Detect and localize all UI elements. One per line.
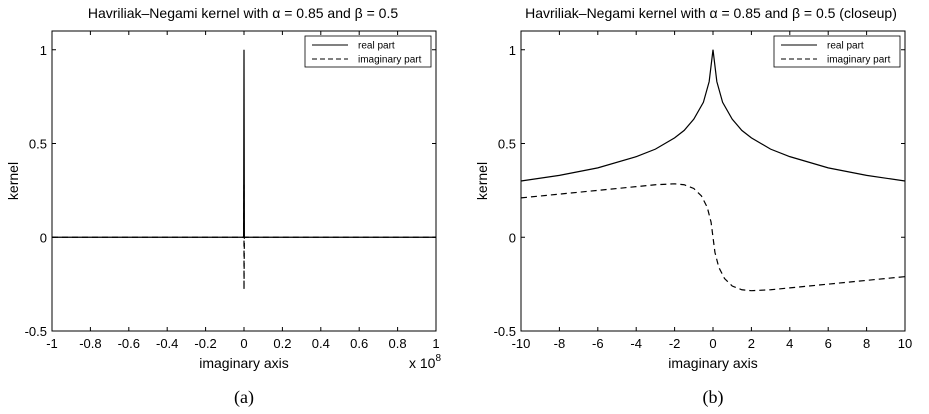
tick-layer: -1 -0.8 -0.6 -0.4 -0.2 0 0.2 0.4 0.6 0.8 1 -0.5 0 0.5… <box>25 31 440 351</box>
legend: real part imaginary part <box>304 35 432 68</box>
x-tick-label: 0.8 <box>389 336 407 351</box>
x-multiplier-exponent: 8 <box>435 353 441 364</box>
chart-title: Havriliak–Negami kernel with α = 0.85 an… <box>525 5 897 21</box>
x-tick-label: -0.6 <box>118 336 140 351</box>
x-tick-label: -0.2 <box>194 336 216 351</box>
x-tick-label: -6 <box>592 336 604 351</box>
y-tick-label: -0.5 <box>25 324 47 339</box>
x-tick-label: 0 <box>240 336 247 351</box>
series-line-real-part <box>52 49 436 238</box>
x-tick-label: 0.6 <box>350 336 368 351</box>
plot-frame <box>520 30 906 332</box>
x-multiplier-base: x 10 <box>409 355 436 371</box>
tick-layer: -10 -8 -6 -4 -2 0 2 4 6 8 10 -0.5 0 0.5 1 <box>494 31 912 351</box>
x-tick-label: -10 <box>512 336 531 351</box>
x-axis-multiplier: x 108 <box>409 353 441 371</box>
y-tick-label: 1 <box>40 43 47 58</box>
legend-label-real: real part <box>358 41 395 52</box>
panel-caption: (b) <box>703 387 724 408</box>
x-tick-label: -4 <box>630 336 642 351</box>
x-tick-label: -8 <box>554 336 566 351</box>
y-tick-label: 0 <box>40 230 47 245</box>
legend-box <box>773 35 901 68</box>
x-tick-label: 6 <box>825 336 832 351</box>
x-tick-label: 0.2 <box>273 336 291 351</box>
legend: real part imaginary part <box>773 35 901 68</box>
x-axis-label: imaginary axis <box>668 355 757 371</box>
x-tick-label: -2 <box>669 336 681 351</box>
chart-title: Havriliak–Negami kernel with α = 0.85 an… <box>88 5 399 21</box>
y-axis-label: kernel <box>5 162 21 200</box>
series-layer <box>520 49 906 292</box>
x-tick-label: 1 <box>432 336 439 351</box>
panel-caption: (a) <box>234 387 254 408</box>
series-line-imaginary-part <box>52 184 436 290</box>
x-axis-label: imaginary axis <box>199 355 288 371</box>
x-tick-label: 4 <box>786 336 793 351</box>
x-tick-label: 8 <box>863 336 870 351</box>
legend-label-imag: imaginary part <box>827 55 891 66</box>
legend-label-real: real part <box>827 41 864 52</box>
panel-b: Havriliak–Negami kernel with α = 0.85 an… <box>474 5 912 408</box>
y-tick-label: 0.5 <box>29 137 47 152</box>
y-tick-label: 0.5 <box>498 137 516 152</box>
y-tick-label: 1 <box>509 43 516 58</box>
series-line-real-part <box>520 49 906 182</box>
y-axis-label: kernel <box>474 162 490 200</box>
panel-a: Havriliak–Negami kernel with α = 0.85 an… <box>5 5 441 408</box>
series-layer <box>52 49 436 290</box>
legend-box <box>304 35 432 68</box>
x-tick-label: 10 <box>898 336 912 351</box>
x-tick-label: 0.4 <box>312 336 330 351</box>
y-tick-label: 0 <box>509 230 516 245</box>
x-tick-label: 2 <box>748 336 755 351</box>
legend-label-imag: imaginary part <box>358 55 422 66</box>
x-tick-label: -0.8 <box>79 336 101 351</box>
x-tick-label: -0.4 <box>156 336 178 351</box>
y-tick-label: -0.5 <box>494 324 516 339</box>
series-line-imaginary-part <box>520 183 906 292</box>
x-tick-label: 0 <box>709 336 716 351</box>
x-tick-label: -1 <box>46 336 58 351</box>
